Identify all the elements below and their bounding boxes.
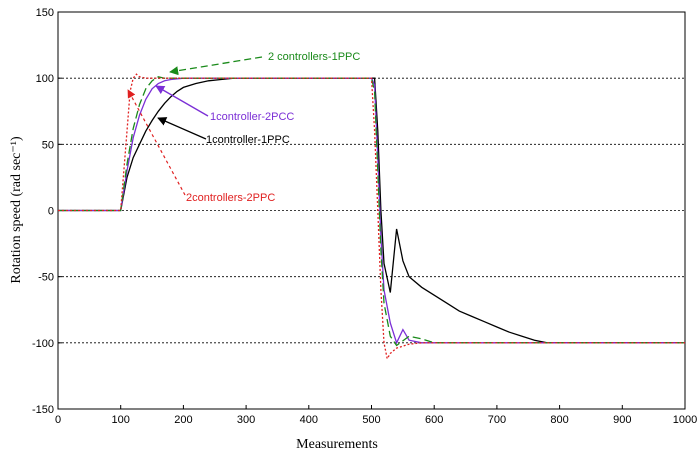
- y-tick-labels: -150 -100 -50 0 50 100 150: [32, 7, 62, 416]
- annotation-1controller-2pcc: 1controller-2PCC: [210, 111, 294, 123]
- x-axis-label: Measurements: [296, 437, 378, 452]
- x-tick-label-300: 300: [237, 414, 255, 426]
- x-tick-label-0: 0: [55, 414, 61, 426]
- x-tick-label-100: 100: [112, 414, 130, 426]
- y-tick-label--150: -150: [32, 404, 54, 416]
- series-line-2-controllers-1ppc: [58, 76, 685, 347]
- x-tick-label-500: 500: [362, 414, 380, 426]
- annotation-1controller-1ppc: 1controller-1PPC: [206, 134, 290, 146]
- y-tick-label-150: 150: [36, 7, 54, 19]
- x-tick-labels: 0 100 200 300 400 500 600 700 800 900 1000: [55, 405, 697, 426]
- annotation-arrow-2-controllers-1ppc: [169, 56, 263, 76]
- annotation-arrow-1controller-1ppc: [157, 117, 207, 140]
- x-tick-label-600: 600: [425, 414, 443, 426]
- x-tick-label-700: 700: [488, 414, 506, 426]
- series-line-2controllers-2ppc: [58, 73, 685, 361]
- x-tick-label-900: 900: [613, 414, 631, 426]
- annotation-arrow-1controller-2pcc: [155, 85, 209, 117]
- x-tick-label-1000: 1000: [673, 414, 697, 426]
- y-tick-label-50: 50: [42, 139, 54, 151]
- series-lines: [58, 73, 685, 361]
- x-tick-label-400: 400: [300, 414, 318, 426]
- y-tick-label--100: -100: [32, 338, 54, 350]
- annotation-2-controllers-1ppc: 2 controllers-1PPC: [268, 51, 360, 63]
- x-tick-label-200: 200: [174, 414, 192, 426]
- annotation-arrow-2controllers-2ppc: [127, 89, 186, 196]
- x-tick-label-800: 800: [550, 414, 568, 426]
- y-tick-label-100: 100: [36, 73, 54, 85]
- y-tick-label--50: -50: [38, 272, 54, 284]
- y-axis-label: Rotation speed (rad sec⁻¹): [9, 136, 24, 284]
- series-line-1controller-1ppc: [58, 77, 685, 344]
- annotations: 2 controllers-1PPC 1controller-2PCC 1con…: [127, 51, 360, 204]
- annotation-2controllers-2ppc: 2controllers-2PPC: [186, 192, 275, 204]
- y-tick-label-0: 0: [48, 206, 54, 218]
